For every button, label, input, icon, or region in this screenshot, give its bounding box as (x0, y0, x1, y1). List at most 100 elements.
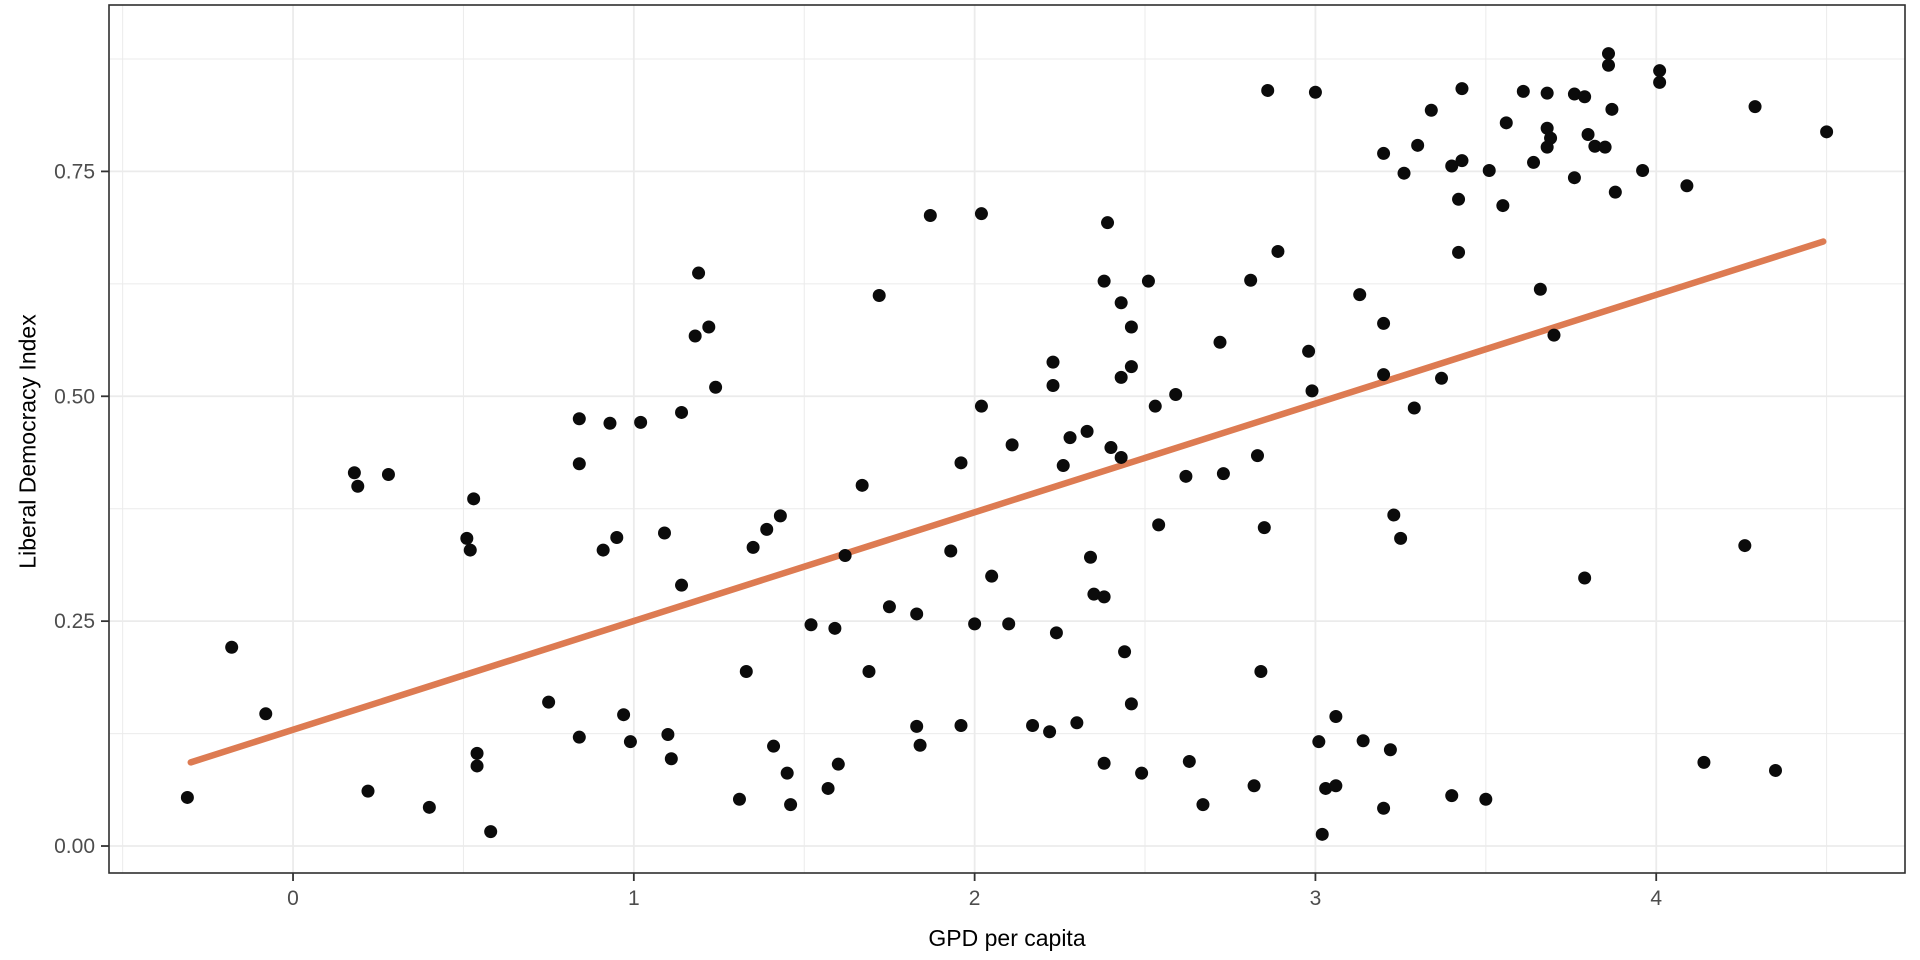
data-point (1254, 665, 1268, 679)
data-point (1046, 378, 1060, 392)
axis-tick-labels: 0 1 2 3 4 0.00 0.25 0.50 0.75 (54, 160, 1662, 910)
data-point (1455, 154, 1469, 168)
data-point (1179, 469, 1193, 483)
data-point (1394, 531, 1408, 545)
data-point (784, 798, 798, 812)
data-point (1598, 140, 1612, 154)
data-point (1118, 645, 1132, 659)
data-point (1005, 438, 1019, 452)
data-point (572, 457, 586, 471)
data-point (596, 543, 610, 557)
data-point (1315, 827, 1329, 841)
data-point (974, 399, 988, 413)
data-point (1305, 384, 1319, 398)
data-point (1080, 424, 1094, 438)
y-tick-label: 0.75 (54, 160, 95, 183)
x-tick-label: 3 (1310, 887, 1322, 910)
data-point (542, 695, 556, 709)
data-point (1135, 766, 1149, 780)
data-point (470, 746, 484, 760)
data-point (180, 790, 194, 804)
data-point (702, 320, 716, 334)
data-point (610, 530, 624, 544)
data-point (1244, 273, 1258, 287)
data-point (1377, 146, 1391, 160)
data-point (1407, 401, 1421, 415)
data-point (603, 416, 617, 430)
data-point (572, 412, 586, 426)
data-point (1329, 709, 1343, 723)
data-point (623, 735, 637, 749)
data-point (351, 479, 365, 493)
data-point (1114, 296, 1128, 310)
data-point (1455, 82, 1469, 96)
data-point (954, 718, 968, 732)
data-point (661, 727, 675, 741)
data-point (974, 207, 988, 221)
x-tick-label: 4 (1650, 887, 1662, 910)
data-point (1097, 590, 1111, 604)
data-point (1083, 550, 1097, 564)
x-tick-label: 2 (969, 887, 981, 910)
data-point (1124, 697, 1138, 711)
data-point (804, 618, 818, 632)
data-point (1043, 725, 1057, 739)
data-point (1482, 164, 1496, 178)
y-tick-label: 0.00 (54, 835, 95, 858)
trend-line-layer (187, 238, 1827, 766)
data-point (484, 825, 498, 839)
data-point (1182, 754, 1196, 768)
data-point (821, 781, 835, 795)
data-point (1653, 64, 1667, 78)
data-point (1445, 159, 1459, 173)
data-point (828, 621, 842, 635)
y-tick-label: 0.50 (54, 385, 95, 408)
data-point (1588, 139, 1602, 153)
data-point (1377, 368, 1391, 382)
data-point (1114, 450, 1128, 464)
data-point (1124, 360, 1138, 374)
data-point (1261, 83, 1275, 97)
data-point (862, 665, 876, 679)
data-point (347, 466, 361, 480)
data-point (634, 415, 648, 429)
data-point (910, 719, 924, 733)
data-point (1602, 47, 1616, 61)
x-tick-label: 1 (628, 887, 640, 910)
data-point (422, 800, 436, 814)
data-point (470, 759, 484, 773)
x-tick-label: 0 (287, 887, 299, 910)
data-point (739, 665, 753, 679)
scatter-points-layer (180, 47, 1834, 841)
data-point (1533, 282, 1547, 296)
data-point (1653, 75, 1667, 89)
data-point (1063, 431, 1077, 445)
data-point (688, 329, 702, 343)
panel-background (109, 5, 1905, 873)
data-point (1680, 179, 1694, 193)
data-point (1148, 399, 1162, 413)
data-point (773, 509, 787, 523)
data-point (460, 531, 474, 545)
data-point (1049, 626, 1063, 640)
data-point (1213, 335, 1227, 349)
data-point (872, 289, 886, 303)
data-point (1356, 734, 1370, 748)
data-point (1377, 801, 1391, 815)
data-point (361, 784, 375, 798)
axis-ticks (101, 170, 1658, 881)
data-point (985, 569, 999, 583)
data-point (1411, 138, 1425, 152)
data-point (1452, 192, 1466, 206)
data-point (463, 543, 477, 557)
data-point (1377, 316, 1391, 330)
data-point (1397, 166, 1411, 180)
data-point (675, 405, 689, 419)
data-point (1581, 128, 1595, 142)
data-point (1496, 199, 1510, 213)
data-point (692, 266, 706, 280)
data-point (1250, 449, 1264, 463)
data-point (1169, 387, 1183, 401)
data-point (1383, 743, 1397, 757)
